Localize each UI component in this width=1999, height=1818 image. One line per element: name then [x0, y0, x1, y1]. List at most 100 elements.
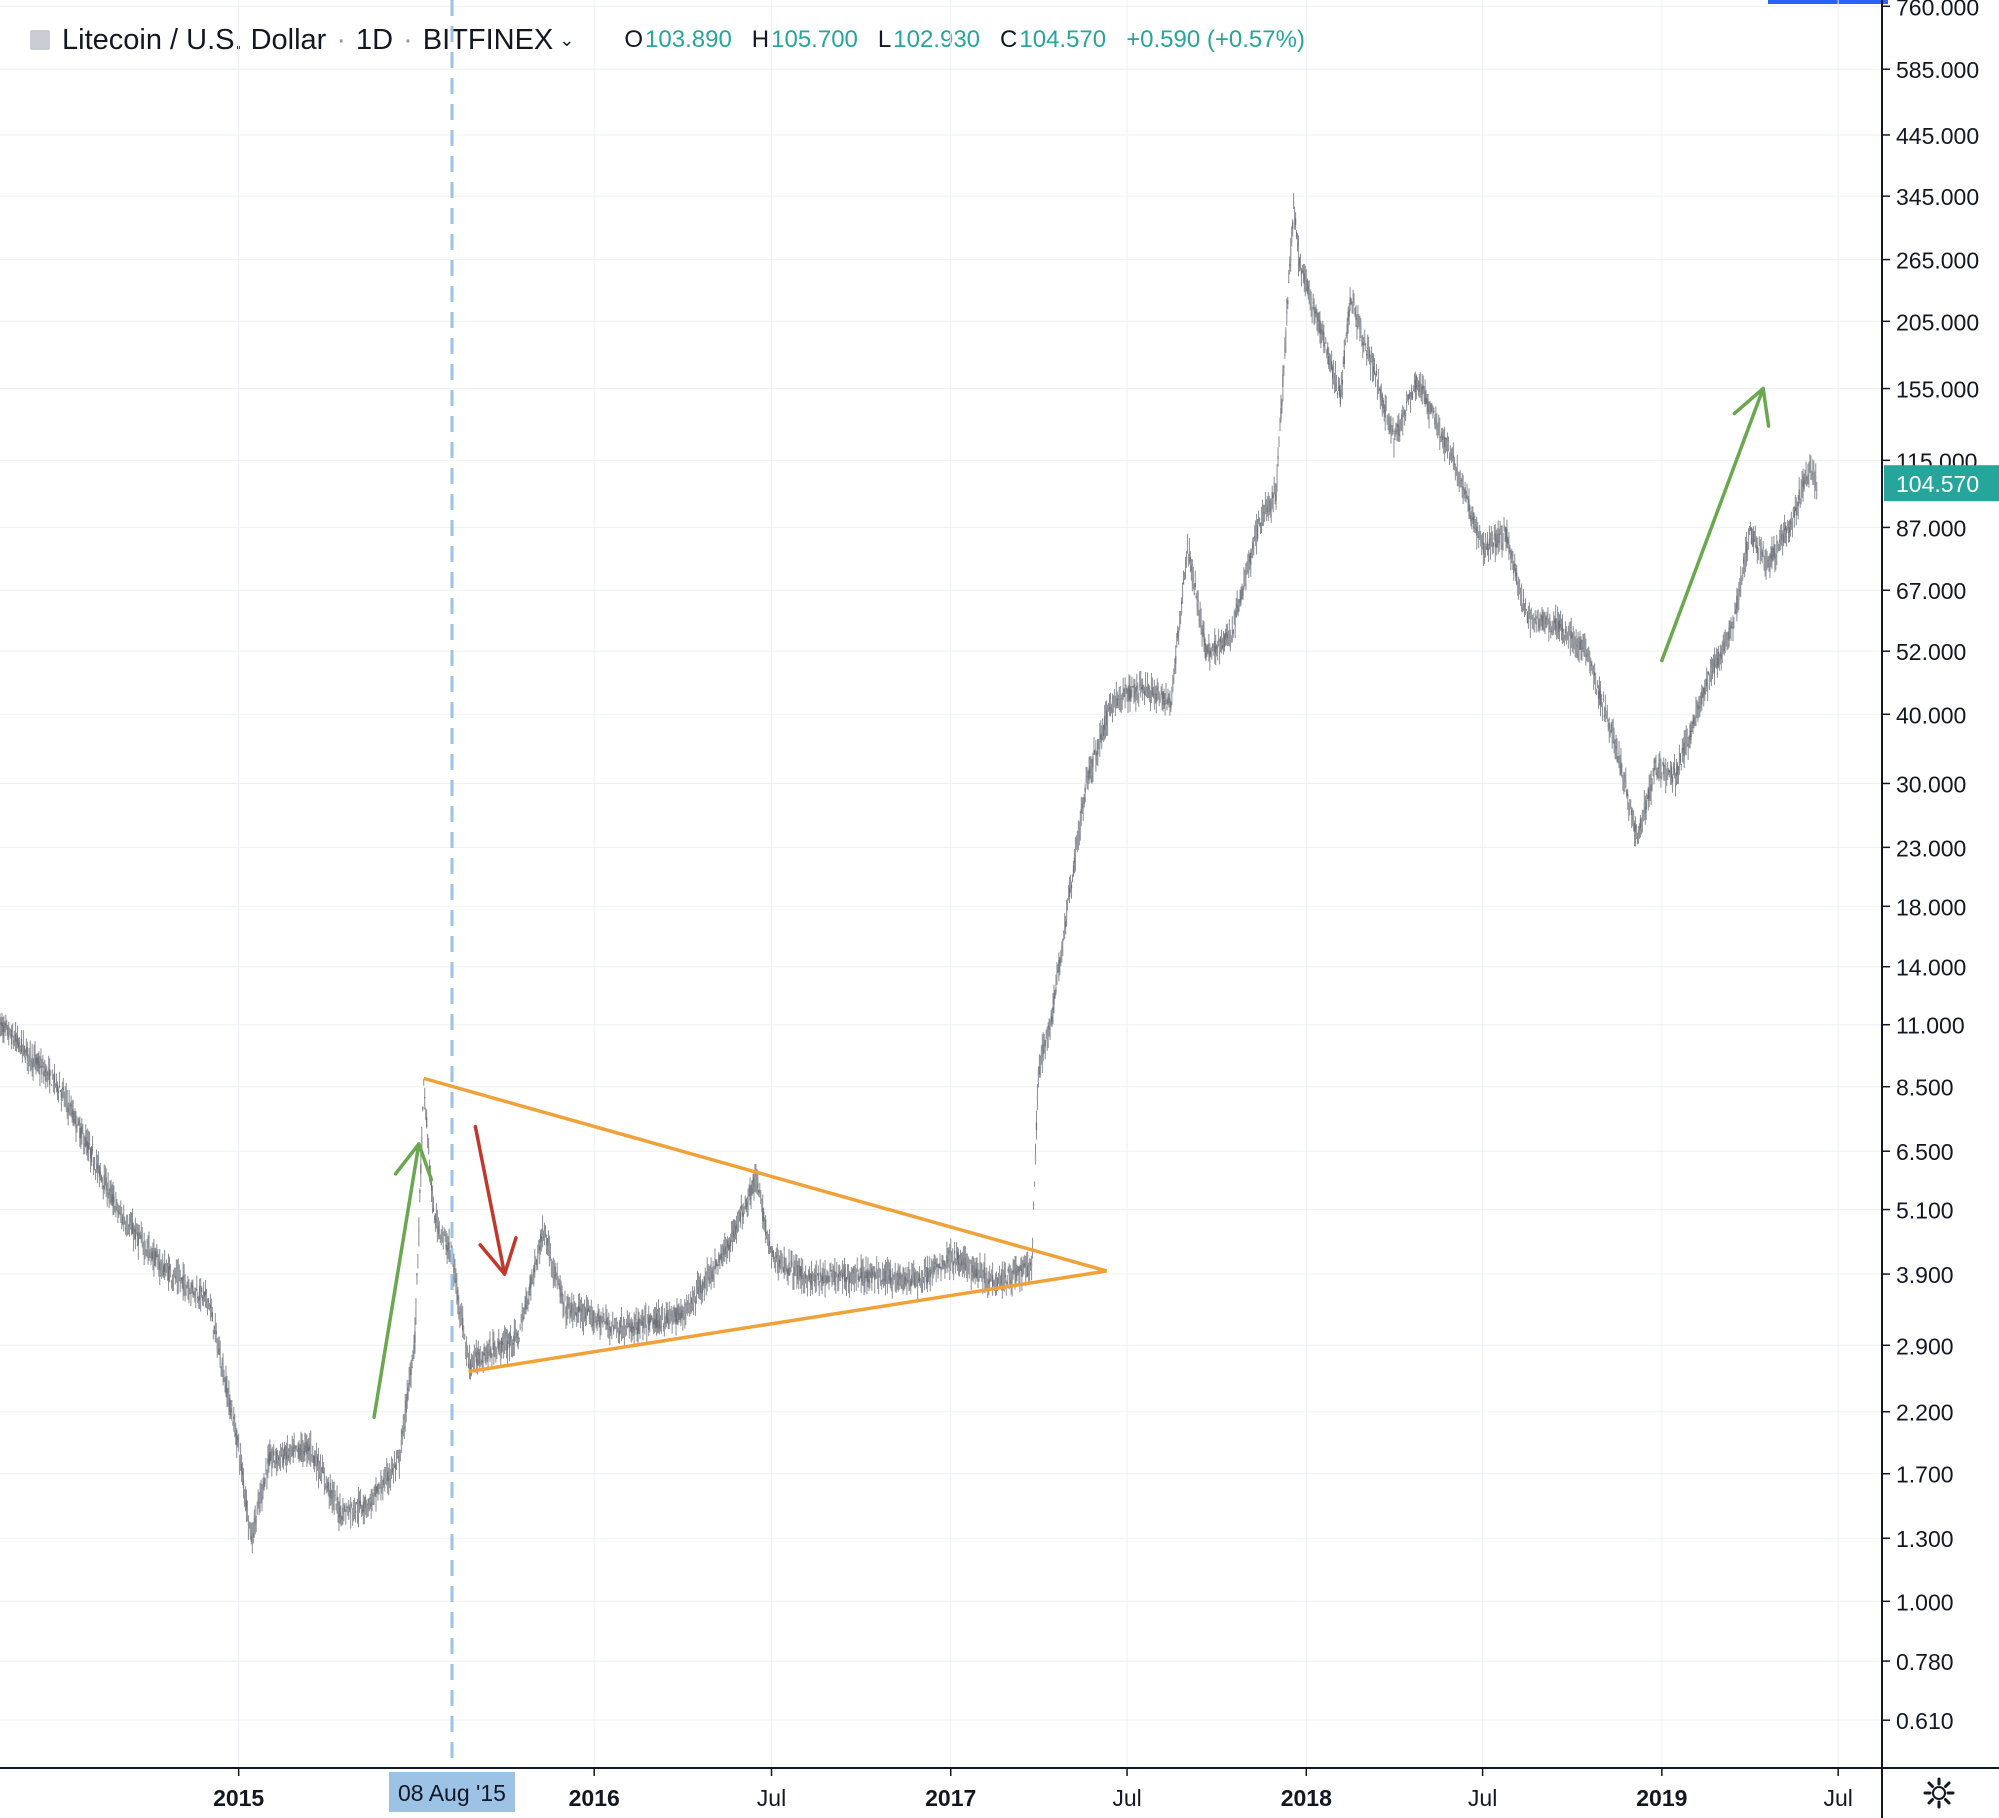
- candle-body: [695, 1288, 698, 1295]
- candle-body: [1522, 600, 1525, 602]
- candle-body: [408, 1379, 410, 1385]
- candle-body: [905, 1277, 907, 1281]
- candle-body: [44, 1070, 46, 1072]
- candle-body: [947, 1259, 949, 1261]
- candle-body: [1064, 926, 1066, 930]
- candle-body: [1711, 671, 1714, 672]
- candle-body: [366, 1508, 368, 1510]
- candle-body: [240, 1464, 243, 1471]
- candle-body: [560, 1291, 562, 1294]
- candle-body: [1123, 688, 1125, 697]
- candle-body: [705, 1274, 707, 1283]
- candle-body: [1235, 611, 1237, 618]
- candle-body: [1221, 645, 1224, 649]
- candle-body: [421, 1137, 423, 1151]
- candle-body: [694, 1301, 697, 1304]
- candle-body: [1106, 710, 1108, 726]
- candle-body: [1665, 763, 1667, 780]
- candle-body: [272, 1457, 274, 1461]
- candle-body: [335, 1504, 337, 1511]
- candle-body: [543, 1230, 546, 1238]
- candle-body: [681, 1310, 683, 1318]
- candle-body: [1813, 469, 1815, 480]
- candle-body: [967, 1260, 969, 1271]
- candle-body: [1685, 737, 1687, 747]
- gear-icon[interactable]: [1922, 1776, 1956, 1810]
- candle-body: [200, 1287, 202, 1301]
- candle-body: [1222, 642, 1225, 644]
- candle-body: [1718, 654, 1720, 659]
- candle-body: [1345, 335, 1347, 336]
- time-tick-label: 2018: [1281, 1785, 1332, 1811]
- candle-body: [103, 1175, 105, 1190]
- candle-body: [1407, 395, 1410, 400]
- candle-body: [940, 1270, 942, 1272]
- candle-body: [595, 1316, 597, 1325]
- candle-body: [260, 1489, 262, 1491]
- candle-body: [109, 1187, 111, 1191]
- candle-body: [1291, 232, 1293, 243]
- candle-body: [118, 1211, 120, 1215]
- candle-body: [1476, 526, 1478, 536]
- candle-body: [1304, 279, 1306, 285]
- candle-body: [1358, 320, 1360, 328]
- candle-body: [857, 1274, 859, 1280]
- candle-body: [1673, 767, 1676, 775]
- candle-body: [101, 1179, 103, 1181]
- candle-body: [1417, 385, 1419, 387]
- candle-body: [1019, 1273, 1021, 1280]
- candle-body: [443, 1233, 445, 1236]
- candle-body: [886, 1269, 889, 1280]
- candle-body: [461, 1314, 463, 1325]
- candle-body: [261, 1489, 263, 1498]
- candle-body: [1368, 347, 1370, 359]
- symbol-title[interactable]: Litecoin / U.S. Dollar: [62, 23, 327, 56]
- candle-body: [586, 1308, 588, 1315]
- candle-body: [1765, 552, 1767, 567]
- candle-body: [1250, 552, 1252, 565]
- candle-body: [829, 1269, 831, 1272]
- interval-label[interactable]: 1D: [356, 23, 394, 56]
- candle-body: [1595, 680, 1597, 687]
- green-arrow-shaft: [372, 1142, 421, 1420]
- candle-body: [1467, 502, 1469, 512]
- candle-body: [74, 1113, 76, 1115]
- candle-body: [1149, 698, 1152, 699]
- candle-body: [760, 1196, 762, 1204]
- candle-body: [1140, 683, 1142, 689]
- candle-body: [1144, 684, 1147, 688]
- candle-body: [763, 1211, 765, 1223]
- candle-body: [1548, 623, 1550, 630]
- candle-body: [795, 1266, 797, 1276]
- candle-body: [842, 1268, 845, 1270]
- candle-body: [97, 1161, 99, 1165]
- candle-body: [850, 1277, 852, 1279]
- candle-body: [1278, 440, 1280, 444]
- candle-body: [887, 1273, 889, 1284]
- candle-body: [1363, 342, 1365, 346]
- candle-body: [1157, 690, 1159, 694]
- candle-body: [1156, 687, 1158, 691]
- candle-body: [488, 1345, 490, 1355]
- candle-body: [1209, 650, 1211, 657]
- candle-body: [1452, 455, 1454, 458]
- candle-body: [1770, 554, 1772, 558]
- candle-body: [1389, 425, 1391, 433]
- candle-body: [430, 1182, 433, 1191]
- candle-body: [930, 1270, 932, 1271]
- candle-body: [633, 1322, 635, 1332]
- candle-body: [1330, 358, 1332, 363]
- candle-body: [528, 1290, 530, 1295]
- exchange-selector[interactable]: BITFINEX ⌄: [423, 24, 575, 57]
- candle-body: [836, 1269, 838, 1271]
- candle-body: [1514, 563, 1516, 567]
- candle-body: [716, 1262, 718, 1266]
- candle-body: [1488, 538, 1491, 546]
- candle-body: [236, 1430, 238, 1446]
- candle-body: [359, 1500, 362, 1507]
- candle-body: [498, 1341, 500, 1352]
- candle-body: [437, 1225, 439, 1234]
- candle-body: [1771, 547, 1773, 561]
